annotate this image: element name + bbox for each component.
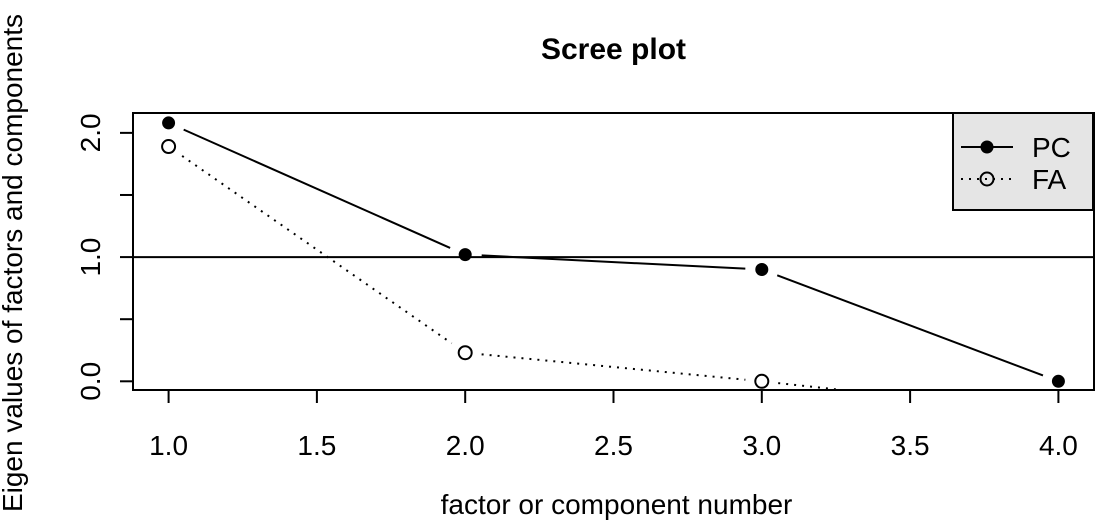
x-tick-label: 4.0 [1039, 430, 1078, 461]
legend-label-fa: FA [1032, 164, 1067, 195]
x-tick-label: 2.0 [446, 430, 485, 461]
x-tick-label: 1.0 [149, 430, 188, 461]
fa-point [161, 139, 177, 155]
x-tick-label: 3.0 [742, 430, 781, 461]
fa-series-lines [181, 155, 842, 389]
fa-point [457, 345, 473, 361]
fa-point [754, 373, 770, 389]
y-axis-label: Eigen values of factors and components [0, 14, 28, 512]
x-axis-label: factor or component number [441, 489, 793, 520]
y-tick-label: 0.0 [75, 362, 106, 401]
pc-series-points [162, 116, 1065, 388]
pc-point [162, 116, 176, 130]
legend-fa-marker-icon [979, 171, 995, 187]
x-tick-label: 1.5 [297, 430, 336, 461]
pc-line-segment [481, 254, 746, 270]
legend-label-pc: PC [1032, 132, 1071, 163]
y-tick-label: 2.0 [75, 113, 106, 152]
fa-series-points [161, 139, 1065, 420]
plot-border [132, 112, 1095, 391]
legend-pc-marker-icon [980, 140, 994, 154]
legend-box [952, 112, 1094, 211]
chart-title: Scree plot [541, 33, 686, 66]
fa-line-segment [481, 353, 746, 381]
pc-series-lines [183, 128, 1044, 377]
pc-point [755, 263, 769, 277]
fa-line-segment [181, 155, 453, 345]
fa-point [1052, 407, 1065, 420]
pc-line-segment [776, 274, 1044, 377]
x-tick-label: 2.5 [594, 430, 633, 461]
pc-point [458, 248, 472, 262]
y-tick-label: 1.0 [75, 238, 106, 277]
x-tick-label: 3.5 [891, 430, 930, 461]
pc-point [1051, 374, 1065, 388]
pc-line-segment [183, 128, 451, 249]
